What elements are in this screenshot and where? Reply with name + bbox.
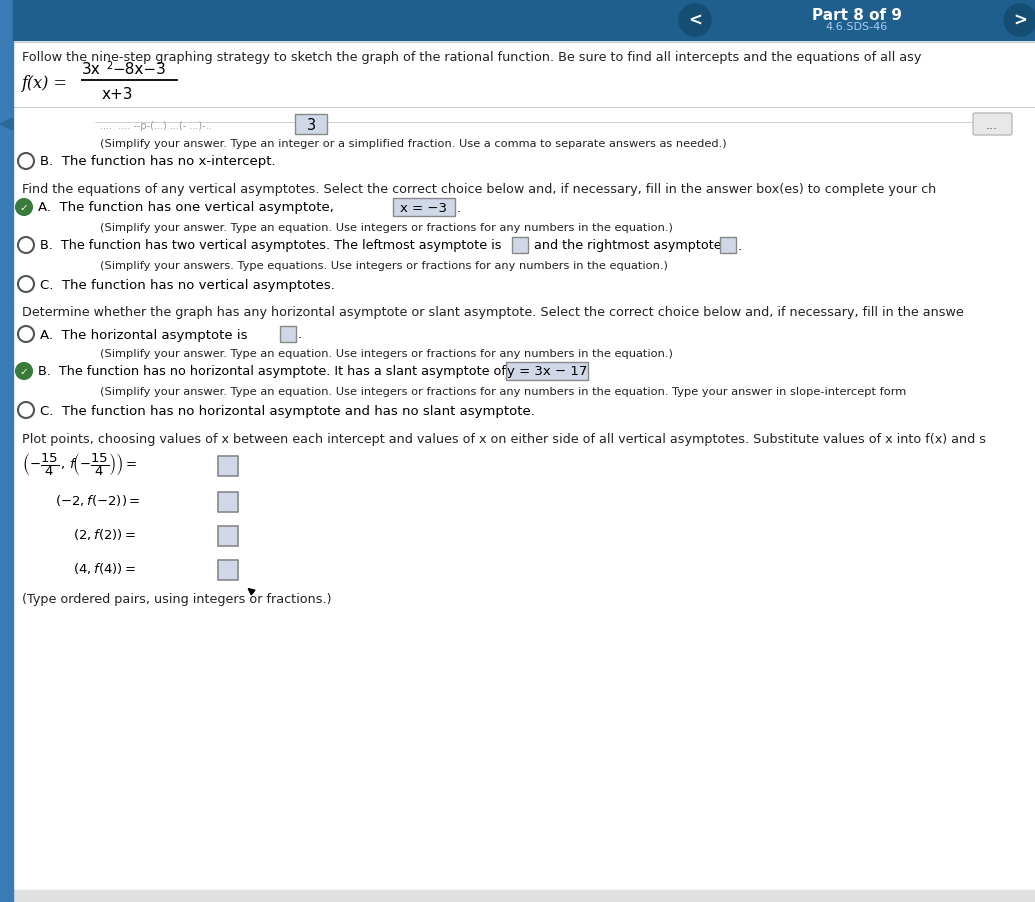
Circle shape <box>679 5 711 37</box>
Text: $(2,f(2))=$: $(2,f(2))=$ <box>73 527 137 542</box>
Text: (Simplify your answer. Type an equation. Use integers or fractions for any numbe: (Simplify your answer. Type an equation.… <box>100 348 673 359</box>
Text: ....  .... --p-(...) ...(- ...)-..: .... .... --p-(...) ...(- ...)-.. <box>100 121 211 131</box>
Text: f(x) =: f(x) = <box>22 75 68 91</box>
Text: .: . <box>457 201 462 215</box>
Text: B.  The function has no horizontal asymptote. It has a slant asymptote of: B. The function has no horizontal asympt… <box>38 365 506 378</box>
FancyBboxPatch shape <box>218 560 238 580</box>
Text: $\left(-\dfrac{15}{4}\,,\,f\!\left(-\dfrac{15}{4}\right)\right)=$: $\left(-\dfrac{15}{4}\,,\,f\!\left(-\dfr… <box>22 451 138 478</box>
FancyBboxPatch shape <box>720 238 736 253</box>
Text: <: < <box>688 12 702 30</box>
Text: (Type ordered pairs, using integers or fractions.): (Type ordered pairs, using integers or f… <box>22 593 331 605</box>
Text: C.  The function has no vertical asymptotes.: C. The function has no vertical asymptot… <box>40 278 335 291</box>
Text: $(4,f(4))=$: $(4,f(4))=$ <box>73 561 137 575</box>
Text: B.  The function has two vertical asymptotes. The leftmost asymptote is: B. The function has two vertical asympto… <box>40 239 502 253</box>
FancyBboxPatch shape <box>280 327 296 343</box>
Circle shape <box>16 364 32 380</box>
Text: ✓: ✓ <box>20 203 28 213</box>
Bar <box>13 890 1035 902</box>
Text: ✓: ✓ <box>20 366 28 376</box>
Text: Determine whether the graph has any horizontal asymptote or slant asymptote. Sel: Determine whether the graph has any hori… <box>22 306 964 318</box>
Text: 3x: 3x <box>82 62 100 77</box>
Text: A.  The horizontal asymptote is: A. The horizontal asymptote is <box>40 328 247 341</box>
Text: 3: 3 <box>306 117 316 133</box>
Text: (Simplify your answer. Type an equation. Use integers or fractions for any numbe: (Simplify your answer. Type an equation.… <box>100 223 673 233</box>
FancyBboxPatch shape <box>393 198 455 216</box>
Polygon shape <box>0 456 13 473</box>
Text: 4.6.SDS-46: 4.6.SDS-46 <box>826 22 888 32</box>
Text: Follow the nine-step graphing strategy to sketch the graph of the rational funct: Follow the nine-step graphing strategy t… <box>22 51 921 64</box>
Bar <box>0 0 13 902</box>
Polygon shape <box>0 117 13 133</box>
Bar <box>13 0 1035 41</box>
Text: (Simplify your answers. Type equations. Use integers or fractions for any number: (Simplify your answers. Type equations. … <box>100 261 668 271</box>
Text: x+3: x+3 <box>102 87 134 102</box>
Text: .: . <box>298 328 302 341</box>
Text: y = 3x − 17: y = 3x − 17 <box>507 365 587 378</box>
FancyBboxPatch shape <box>218 492 238 512</box>
Circle shape <box>1004 5 1035 37</box>
Text: >: > <box>1013 12 1027 30</box>
Text: Plot points, choosing values of x between each intercept and values of x on eith: Plot points, choosing values of x betwee… <box>22 433 986 446</box>
Text: (Simplify your answer. Type an integer or a simplified fraction. Use a comma to : (Simplify your answer. Type an integer o… <box>100 139 727 149</box>
Text: (Simplify your answer. Type an equation. Use integers or fractions for any numbe: (Simplify your answer. Type an equation.… <box>100 387 907 397</box>
FancyBboxPatch shape <box>506 363 588 381</box>
Text: A.  The function has one vertical asymptote,: A. The function has one vertical asympto… <box>38 201 334 215</box>
FancyBboxPatch shape <box>218 456 238 476</box>
FancyBboxPatch shape <box>295 115 327 135</box>
Text: ...: ... <box>986 118 998 132</box>
Polygon shape <box>0 119 13 131</box>
Text: x = −3: x = −3 <box>401 201 447 215</box>
Text: −8x−3: −8x−3 <box>112 62 166 77</box>
Text: $(-2,f(-2))=$: $(-2,f(-2))=$ <box>55 493 141 508</box>
Text: Part 8 of 9: Part 8 of 9 <box>812 7 901 23</box>
FancyBboxPatch shape <box>218 527 238 547</box>
FancyBboxPatch shape <box>512 238 528 253</box>
Circle shape <box>16 199 32 216</box>
Text: 2: 2 <box>106 61 112 71</box>
FancyBboxPatch shape <box>973 114 1012 136</box>
Text: .: . <box>738 239 742 253</box>
Text: Find the equations of any vertical asymptotes. Select the correct choice below a: Find the equations of any vertical asymp… <box>22 183 937 196</box>
Text: B.  The function has no x-intercept.: B. The function has no x-intercept. <box>40 155 275 169</box>
Text: C.  The function has no horizontal asymptote and has no slant asymptote.: C. The function has no horizontal asympt… <box>40 404 535 417</box>
Text: and the rightmost asymptote is: and the rightmost asymptote is <box>534 239 736 253</box>
